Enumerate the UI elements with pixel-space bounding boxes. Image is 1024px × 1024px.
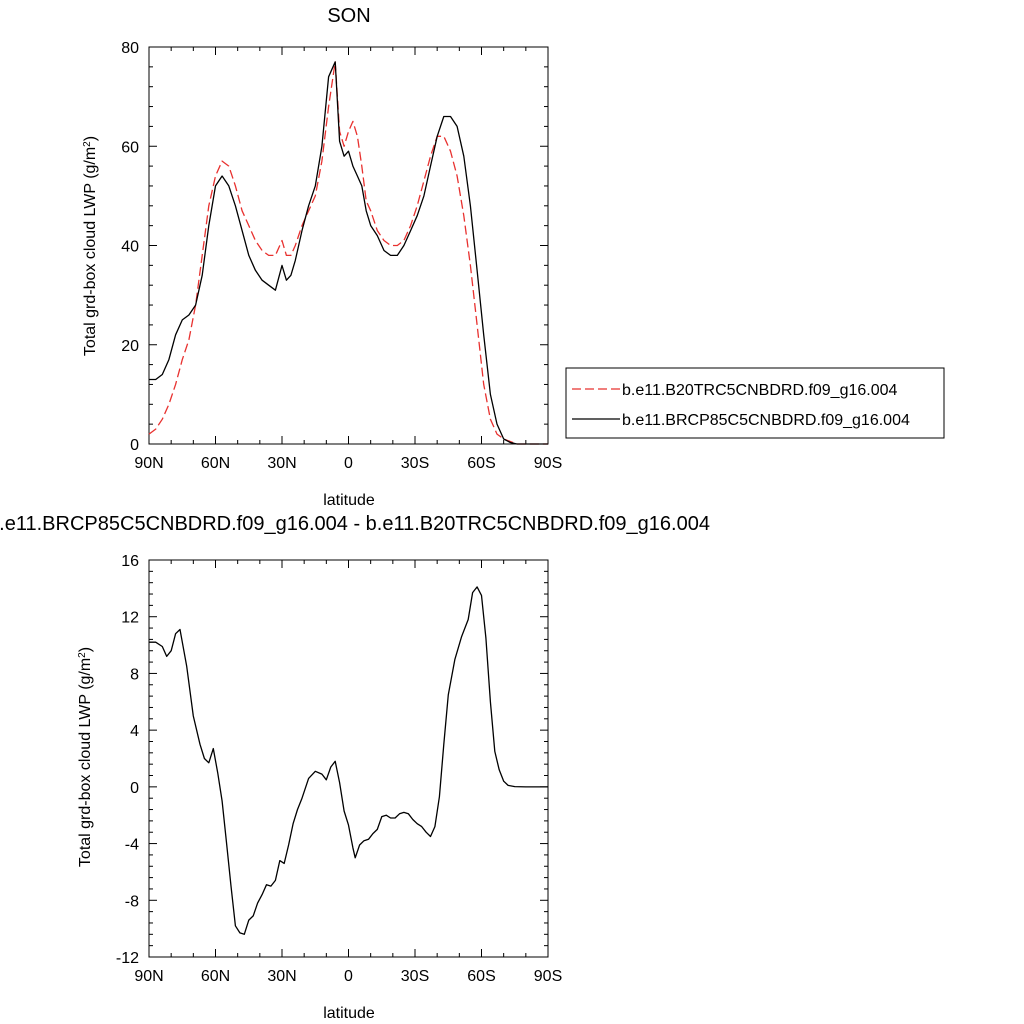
- top-series-line-2: [149, 61, 548, 445]
- bottom-x-tick-label: 60N: [201, 968, 230, 985]
- bottom-chart: b.e11.BRCP85C5CNBDRD.f09_g16.004 - b.e11…: [0, 513, 710, 1022]
- bottom-x-tick-label: 30S: [401, 968, 429, 985]
- bottom-y-tick-label: 12: [121, 610, 139, 627]
- svg-text:Total grd-box cloud LWP (g/m2): Total grd-box cloud LWP (g/m2): [77, 647, 95, 867]
- top-y-tick-label: 20: [121, 338, 139, 355]
- top-y-tick-label: 0: [130, 437, 139, 454]
- bottom-x-tick-label: 60S: [467, 968, 495, 985]
- top-x-axis-title: latitude: [323, 492, 375, 509]
- top-x-tick-label: 30S: [401, 455, 429, 472]
- bottom-y-tick-label: 4: [130, 723, 139, 740]
- top-plot-frame: [148, 46, 549, 445]
- bottom-plot-frame: [148, 559, 549, 958]
- top-chart-title: SON: [327, 5, 370, 27]
- bottom-x-tick-label: 0: [344, 968, 353, 985]
- top-x-tick-label: 0: [344, 455, 353, 472]
- bottom-x-axis-title: latitude: [323, 1005, 375, 1022]
- bottom-y-axis-title: Total grd-box cloud LWP (g/m2): [77, 647, 95, 867]
- bottom-chart-title: b.e11.BRCP85C5CNBDRD.f09_g16.004 - b.e11…: [0, 513, 710, 535]
- svg-text:Total grd-box cloud LWP (g/m2): Total grd-box cloud LWP (g/m2): [82, 136, 100, 356]
- bottom-x-tick-label: 90N: [134, 968, 163, 985]
- top-legend: b.e11.B20TRC5CNBDRD.f09_g16.004 b.e11.BR…: [565, 367, 945, 439]
- top-y-tick-label: 80: [121, 40, 139, 57]
- bottom-y-tick-label: -4: [125, 837, 139, 854]
- bottom-y-tick-label: 0: [130, 780, 139, 797]
- top-x-tick-label: 60N: [201, 455, 230, 472]
- legend-label-series-1: b.e11.B20TRC5CNBDRD.f09_g16.004: [622, 382, 898, 399]
- legend-label-series-2: b.e11.BRCP85C5CNBDRD.f09_g16.004: [622, 412, 910, 429]
- bottom-y-tick-label: 8: [130, 666, 139, 683]
- bottom-x-tick-label: 90S: [534, 968, 562, 985]
- top-y-tick-label: 60: [121, 139, 139, 156]
- top-series-line-1: [148, 61, 548, 445]
- bottom-x-tick-label: 30N: [267, 968, 296, 985]
- top-x-tick-label: 30N: [267, 455, 296, 472]
- top-y-tick-label: 40: [121, 239, 139, 256]
- legend-box: [565, 367, 945, 439]
- bottom-y-tick-label: -12: [116, 950, 139, 967]
- bottom-y-tick-label: -8: [125, 893, 139, 910]
- top-x-tick-label: 90S: [534, 455, 562, 472]
- top-chart: SON Total grd-box cloud LWP (g/m2) latit…: [82, 5, 945, 509]
- bottom-y-tick-label: 16: [121, 553, 139, 570]
- top-y-axis-title: Total grd-box cloud LWP (g/m2): [82, 136, 100, 356]
- top-x-tick-label: 90N: [134, 455, 163, 472]
- top-x-tick-label: 60S: [467, 455, 495, 472]
- bottom-series-line-1: [149, 586, 548, 935]
